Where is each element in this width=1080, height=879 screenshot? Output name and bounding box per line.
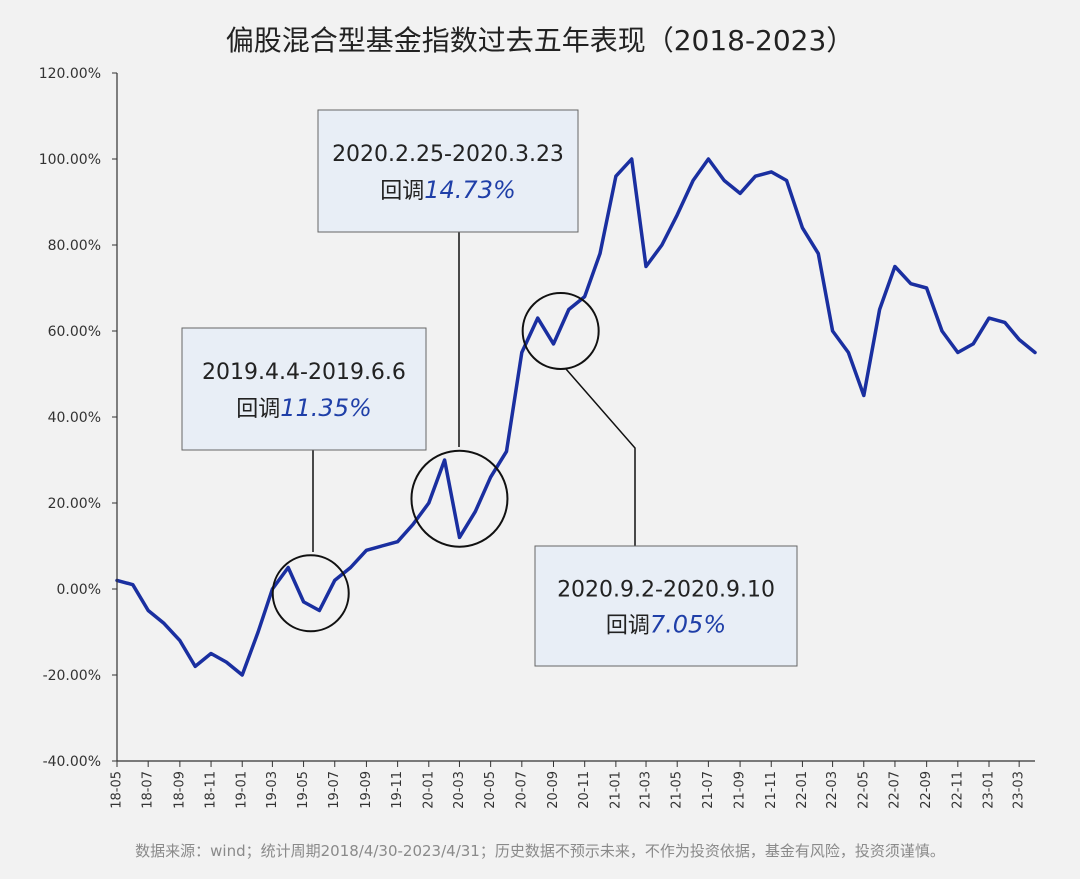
x-tick-label: 20-11	[577, 771, 592, 809]
callout-layer: 2019.4.4-2019.6.6回调11.35%2020.2.25-2020.…	[181, 109, 798, 667]
x-tick-label: 19-03	[265, 771, 280, 809]
y-tick-label: 20.00%	[48, 496, 101, 512]
x-tick-label: 19-01	[235, 771, 250, 809]
x-tick-label: 20-09	[546, 771, 561, 809]
y-tick-label: 80.00%	[48, 238, 101, 254]
x-tick-label: 23-03	[1012, 771, 1027, 809]
highlight-circle	[271, 554, 350, 633]
y-tick-label: 60.00%	[48, 324, 101, 340]
highlight-circle	[521, 292, 600, 370]
x-tick-label: 21-01	[608, 771, 623, 809]
callout-drawdown-value: 11.35%	[280, 394, 372, 422]
x-tick-label: 21-05	[670, 771, 685, 809]
x-tick-label: 22-03	[825, 771, 840, 809]
callout-drawdown-prefix: 回调	[236, 397, 280, 422]
y-tick-label: 100.00%	[39, 152, 101, 168]
callout-drawdown: 回调14.73%	[380, 176, 516, 204]
x-tick-label: 21-07	[701, 771, 716, 809]
x-tick-label: 22-09	[919, 771, 934, 809]
callout-box	[317, 109, 579, 233]
x-tick-label: 21-09	[733, 771, 748, 809]
source-note: 数据来源：wind；统计周期2018/4/30-2023/4/31；历史数据不预…	[135, 842, 945, 860]
callout-period: 2020.2.25-2020.3.23	[332, 142, 564, 167]
y-tick-label: -40.00%	[43, 754, 101, 770]
y-tick-label: 120.00%	[39, 66, 101, 82]
chart-title: 偏股混合型基金指数过去五年表现（2018-2023）	[226, 24, 855, 57]
callout-box	[534, 545, 798, 667]
x-tick-label: 20-07	[514, 771, 529, 809]
callout-drawdown-prefix: 回调	[606, 613, 650, 638]
y-tick-label: -20.00%	[43, 668, 101, 684]
x-tick-label: 20-03	[452, 771, 467, 809]
x-tick-label: 21-11	[764, 771, 779, 809]
x-tick-label: 19-09	[359, 771, 374, 809]
y-tick-label: 40.00%	[48, 410, 101, 426]
callout-drawdown-prefix: 回调	[380, 179, 424, 204]
x-tick-label: 19-07	[327, 771, 342, 809]
callout-period: 2019.4.4-2019.6.6	[202, 360, 406, 385]
leader-line	[565, 368, 636, 546]
x-tick-label: 20-01	[421, 771, 436, 809]
x-tick-label: 19-11	[390, 771, 405, 809]
callout-box	[181, 327, 427, 451]
x-tick-label: 20-05	[483, 771, 498, 809]
callout-drawdown: 回调11.35%	[236, 394, 372, 422]
x-tick-label: 22-05	[856, 771, 871, 809]
callout-drawdown: 回调7.05%	[606, 610, 726, 638]
series-line	[115, 157, 1037, 677]
x-tick-label: 19-05	[296, 771, 311, 809]
callout-drawdown-value: 7.05%	[650, 610, 726, 638]
x-tick-label: 22-07	[887, 771, 902, 809]
x-tick-label: 18-09	[172, 771, 187, 809]
x-tick-label: 18-11	[204, 771, 219, 809]
x-tick-label: 22-01	[795, 771, 810, 809]
x-tick-label: 23-01	[982, 771, 997, 809]
y-tick-label: 0.00%	[57, 582, 101, 598]
x-tick-label: 21-03	[639, 771, 654, 809]
highlight-circle	[410, 449, 509, 548]
x-tick-label: 18-05	[110, 771, 125, 809]
callout-drawdown-value: 14.73%	[424, 176, 516, 204]
x-tick-label: 22-11	[950, 771, 965, 809]
callout-period: 2020.9.2-2020.9.10	[557, 577, 775, 602]
axes-layer: -40.00% -20.00% 0.00% 20.00% 40.00% 60.00% 80.…	[39, 66, 1035, 809]
series-layer	[115, 157, 1037, 677]
x-tick-label: 18-07	[141, 771, 156, 809]
